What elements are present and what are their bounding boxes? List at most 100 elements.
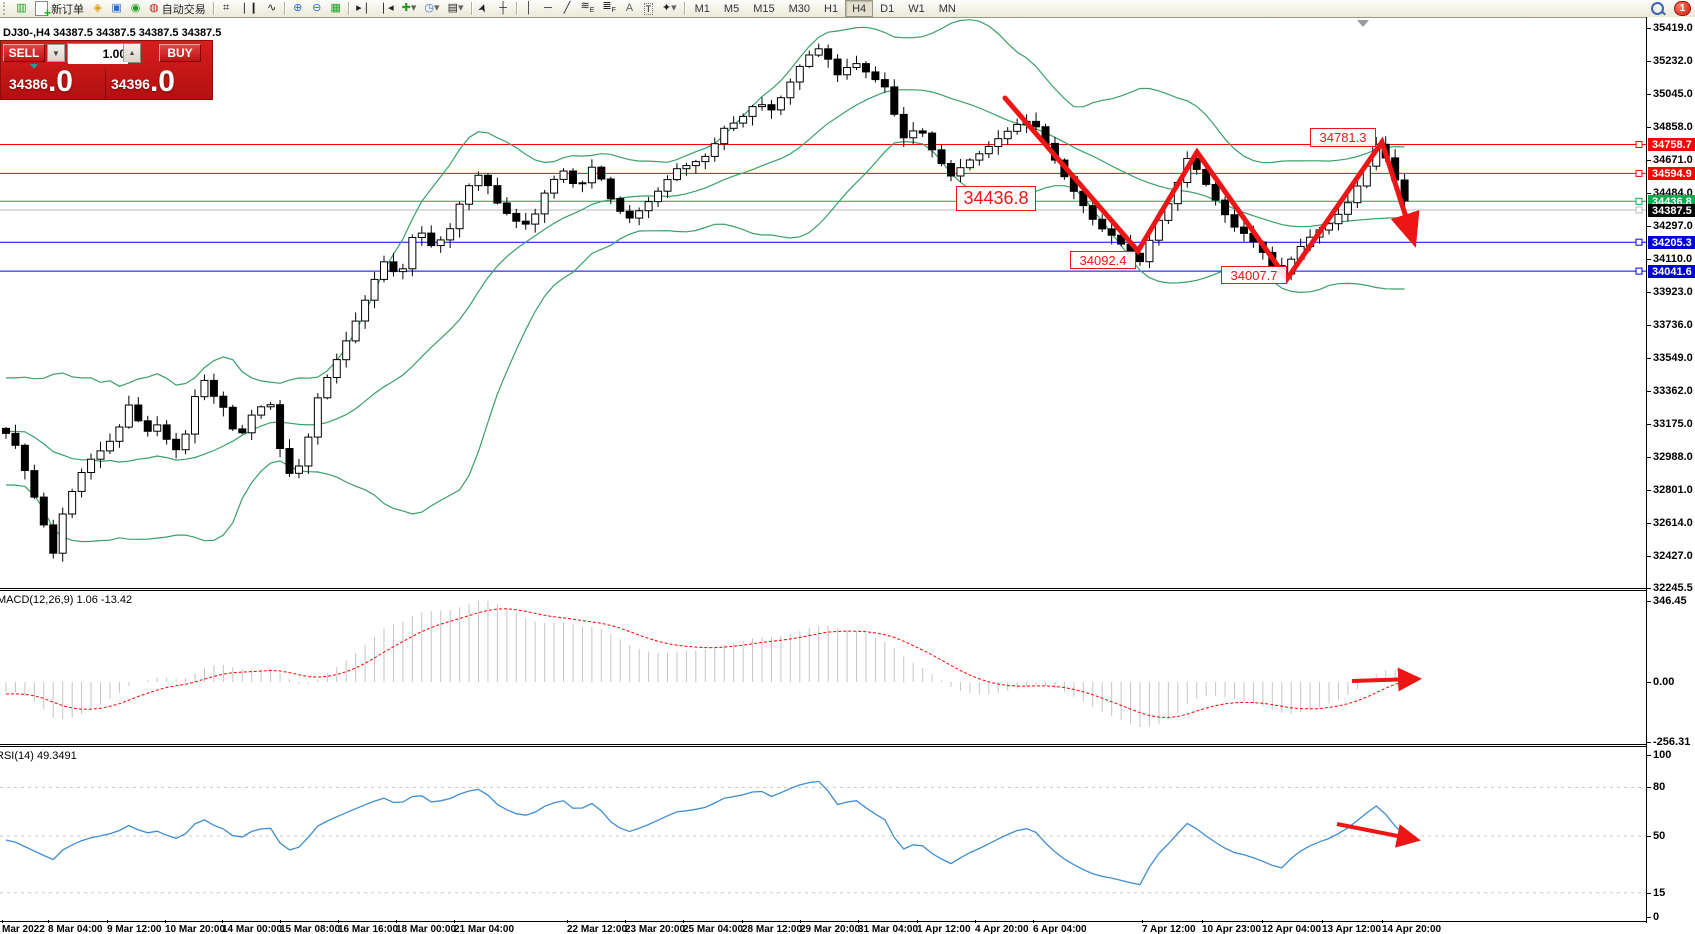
notification-count: 1 [1679, 3, 1686, 14]
fibonacci-button[interactable]: ≣F [599, 0, 619, 16]
timeframe-button-m1[interactable]: M1 [694, 2, 710, 15]
zoom-in-button[interactable]: ⊕ [289, 1, 306, 16]
indicator-tick [1647, 755, 1651, 756]
new-order-button[interactable]: 新订单 [32, 1, 87, 20]
publish-button[interactable]: ◉ [127, 1, 144, 16]
price-axis[interactable]: 35419.0 35232.0 35045.0 34858.0 34671.0 34484… [1646, 17, 1695, 923]
arrows-button[interactable]: ✦ ▾ [659, 1, 680, 16]
trend-zigzag-arrow[interactable] [1002, 95, 1420, 284]
auto-scroll-button[interactable]: ▸❘ [353, 1, 374, 16]
level-handle[interactable] [1635, 206, 1643, 214]
level-handle[interactable] [1635, 141, 1643, 148]
timeframe-button-h1[interactable]: H1 [824, 2, 839, 15]
chart-window-icon[interactable]: ▥ [13, 1, 30, 16]
date-tick-label: 16 Mar 16:00 [338, 924, 399, 934]
vertical-line-button[interactable]: │ [521, 1, 538, 16]
new-order-label: 新订单 [51, 3, 85, 16]
buy-button[interactable]: BUY [159, 44, 201, 62]
trendline-button[interactable]: ╱ [559, 1, 576, 16]
pane-separator[interactable] [0, 921, 1695, 922]
crosshair-button[interactable]: ┼ [495, 1, 512, 16]
auto-trading-button[interactable]: ◍ 自动交易 [146, 1, 209, 16]
indicator-tick [1647, 836, 1651, 837]
trendline-icon: ╱ [563, 2, 571, 14]
timeframe-button-m15[interactable]: M15 [753, 2, 775, 15]
rsi-pane[interactable] [0, 747, 1646, 921]
volume-input[interactable] [68, 44, 128, 64]
new-order-icon [35, 1, 51, 20]
text-button[interactable]: A [621, 1, 638, 16]
volume-dropdown-button[interactable]: ▼ [47, 44, 65, 62]
periods-button[interactable]: ◷ ▾ [421, 1, 442, 16]
bollinger-lower-band [5, 140, 1405, 543]
bar-chart-button[interactable]: ⌗ [218, 1, 235, 16]
toolbar-grip[interactable] [3, 2, 9, 15]
pane-separator[interactable] [0, 744, 1695, 745]
timeframe-button-m5[interactable]: M5 [723, 2, 740, 15]
level-handle[interactable] [1635, 238, 1643, 246]
date-tick [742, 920, 743, 923]
timeframe-button-d1[interactable]: D1 [880, 2, 895, 15]
channel-icon: ≋E [580, 0, 595, 15]
price-tick-label: 33362.0 [1653, 385, 1693, 397]
date-tick-label: 8 Mar 04:00 [48, 924, 103, 934]
price-tick-label: 33175.0 [1653, 418, 1693, 430]
equidistant-channel-button[interactable]: ≋E [578, 0, 598, 16]
mini-chart-icon: ▥ [16, 2, 27, 14]
sell-button[interactable]: SELL [3, 44, 45, 62]
buy-price[interactable]: 34396 .0 [111, 67, 175, 97]
bollinger-middle-band [5, 89, 1405, 463]
date-tick-label: 22 Mar 12:00 [567, 924, 628, 934]
tile-windows-button[interactable]: ▦ [327, 1, 344, 16]
rsi-label: RSI(14) 49.3491 [0, 750, 77, 762]
market-watch-button[interactable]: ▣ [108, 1, 125, 16]
text-label-button[interactable]: T [640, 1, 657, 16]
rsi-forecast-arrow[interactable] [1336, 822, 1421, 848]
vertical-line-icon: │ [525, 2, 533, 14]
date-tick-label: 31 Mar 04:00 [858, 924, 919, 934]
date-tick [454, 920, 455, 923]
macd-pane[interactable] [0, 591, 1646, 744]
price-tick-label: 33549.0 [1653, 352, 1693, 364]
date-tick-label: 14 Apr 20:00 [1382, 924, 1442, 934]
macd-forecast-arrow[interactable] [1351, 667, 1422, 692]
macd-signal-line [5, 608, 1405, 719]
toolbar-separator [212, 2, 214, 15]
indicators-button[interactable]: ✚ ▾ [399, 1, 420, 16]
date-tick [107, 920, 108, 923]
level-handle[interactable] [1635, 267, 1643, 275]
pane-separator[interactable] [0, 588, 1695, 589]
notification-badge[interactable]: 1 [1674, 1, 1691, 16]
main-toolbar: ▥ 新订单 ◈ ▣ ◉ ◍ 自动交易 ⌗ ❘❙ ∿ ⊕ ⊖ ▦ ▸❘ ❘◂ ✚▾… [0, 0, 1695, 20]
indicator-tick-label: -256.31 [1653, 736, 1691, 748]
indicator-tick-label: 80 [1653, 781, 1666, 793]
main-chart-pane[interactable] [0, 17, 1646, 588]
volume-increase-button[interactable]: ▲ [123, 44, 140, 62]
chart-eraser-button[interactable]: ◈ [89, 1, 106, 16]
cursor-button[interactable]: ➤ [476, 1, 493, 16]
horizontal-line-button[interactable]: ─ [540, 1, 557, 16]
date-tick [48, 920, 49, 923]
indicator-tick [1647, 917, 1651, 918]
timeframe-button-mn[interactable]: MN [938, 2, 956, 15]
templates-button[interactable]: ▤ ▾ [445, 1, 467, 16]
auto-trading-label: 自动交易 [161, 3, 206, 16]
timeframe-button-h4[interactable]: H4 [845, 0, 874, 17]
timeframe-button-w1[interactable]: W1 [908, 2, 925, 15]
search-icon[interactable] [1651, 2, 1664, 15]
sell-price[interactable]: 34386 .0 [9, 67, 73, 97]
line-chart-button[interactable]: ∿ [263, 1, 280, 16]
date-axis[interactable]: Mar 2022 8 Mar 04:00 9 Mar 12:00 10 Mar 20:… [0, 920, 1695, 934]
date-tick [165, 920, 166, 923]
date-tick-label: 25 Mar 04:00 [683, 924, 744, 934]
candlestick-chart-button[interactable]: ❘❙ [237, 1, 261, 16]
date-tick-label: 1 Apr 12:00 [917, 924, 971, 934]
zoom-out-button[interactable]: ⊖ [308, 1, 325, 16]
level-handle[interactable] [1635, 197, 1643, 205]
chart-shift-button[interactable]: ❘◂ [376, 1, 397, 16]
price-tick-label: 33923.0 [1653, 286, 1693, 298]
level-handle[interactable] [1635, 169, 1643, 177]
bollinger-upper-band [6, 19, 1405, 387]
timeframe-button-m30[interactable]: M30 [788, 2, 811, 15]
